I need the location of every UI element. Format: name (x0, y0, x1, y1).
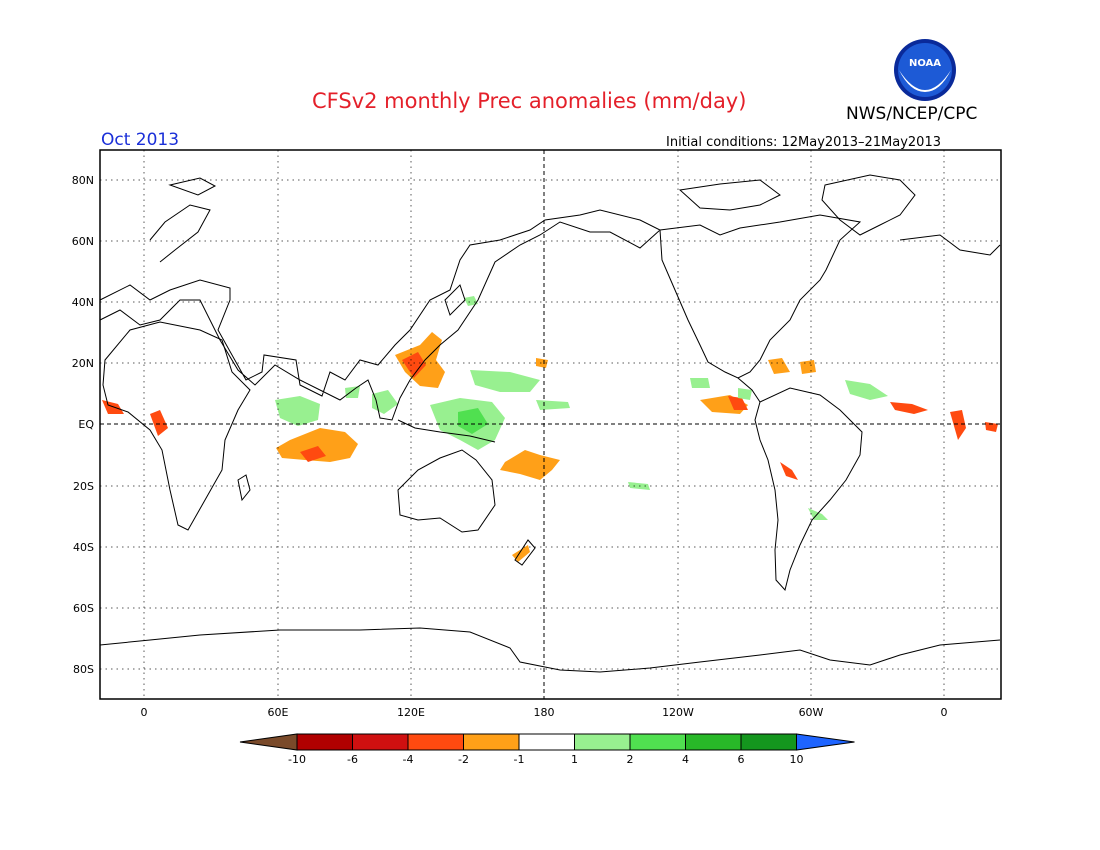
lat-label: 20N (72, 357, 94, 370)
colorbar-label: 6 (738, 753, 745, 766)
graticule (100, 150, 1000, 699)
noaa-logo: NOAA (894, 39, 956, 101)
colorbar-label: -1 (514, 753, 525, 766)
lon-label: 180 (534, 706, 555, 719)
colorbar-legend: -10 -6 -4 -2 -1 1 2 4 6 10 (239, 733, 855, 766)
colorbar-swatch (407, 733, 464, 751)
lon-label: 120W (662, 706, 694, 719)
colorbar-swatch (574, 733, 631, 751)
colorbar-swatch (685, 733, 742, 751)
lon-label: 120E (397, 706, 425, 719)
lat-label: 60N (72, 235, 94, 248)
colorbar-label: -6 (347, 753, 358, 766)
colorbar-label: -2 (458, 753, 469, 766)
colorbar-swatch (296, 733, 353, 751)
colorbar-left-arrow (239, 733, 298, 751)
colorbar-swatch (518, 733, 575, 751)
colorbar-label: -10 (288, 753, 306, 766)
lat-label: 60S (73, 602, 94, 615)
colorbar-label: 2 (627, 753, 634, 766)
lon-label: 0 (141, 706, 148, 719)
lat-label: 40S (73, 541, 94, 554)
map-title: CFSv2 monthly Prec anomalies (mm/day) (312, 89, 746, 113)
map-panel: 80N 60N 40N 20N EQ 20S 40S 60S 80S 0 60E… (72, 149, 1002, 719)
lon-label: 0 (941, 706, 948, 719)
agency-label: NWS/NCEP/CPC (846, 104, 977, 124)
lon-label: 60W (799, 706, 824, 719)
lon-label: 60E (268, 706, 289, 719)
lat-label: 80S (73, 663, 94, 676)
colorbar-label: 1 (571, 753, 578, 766)
colorbar-label: 10 (790, 753, 804, 766)
dry-anomalies (102, 332, 998, 562)
reference-lines (100, 150, 1000, 699)
logo-text: NOAA (909, 58, 941, 69)
coastlines (99, 174, 1001, 673)
lat-label: 20S (73, 480, 94, 493)
colorbar-swatch (463, 733, 520, 751)
initial-conditions-label: Initial conditions: 12May2013–21May2013 (666, 135, 941, 150)
lat-label: EQ (78, 418, 94, 431)
month-label: Oct 2013 (101, 130, 179, 150)
colorbar-swatch (740, 733, 797, 751)
colorbar-right-arrow (796, 733, 855, 751)
lat-label: 40N (72, 296, 94, 309)
colorbar-label: 4 (682, 753, 689, 766)
colorbar-label: -4 (403, 753, 414, 766)
colorbar-swatch (629, 733, 686, 751)
colorbar-swatch (352, 733, 409, 751)
lat-label: 80N (72, 174, 94, 187)
